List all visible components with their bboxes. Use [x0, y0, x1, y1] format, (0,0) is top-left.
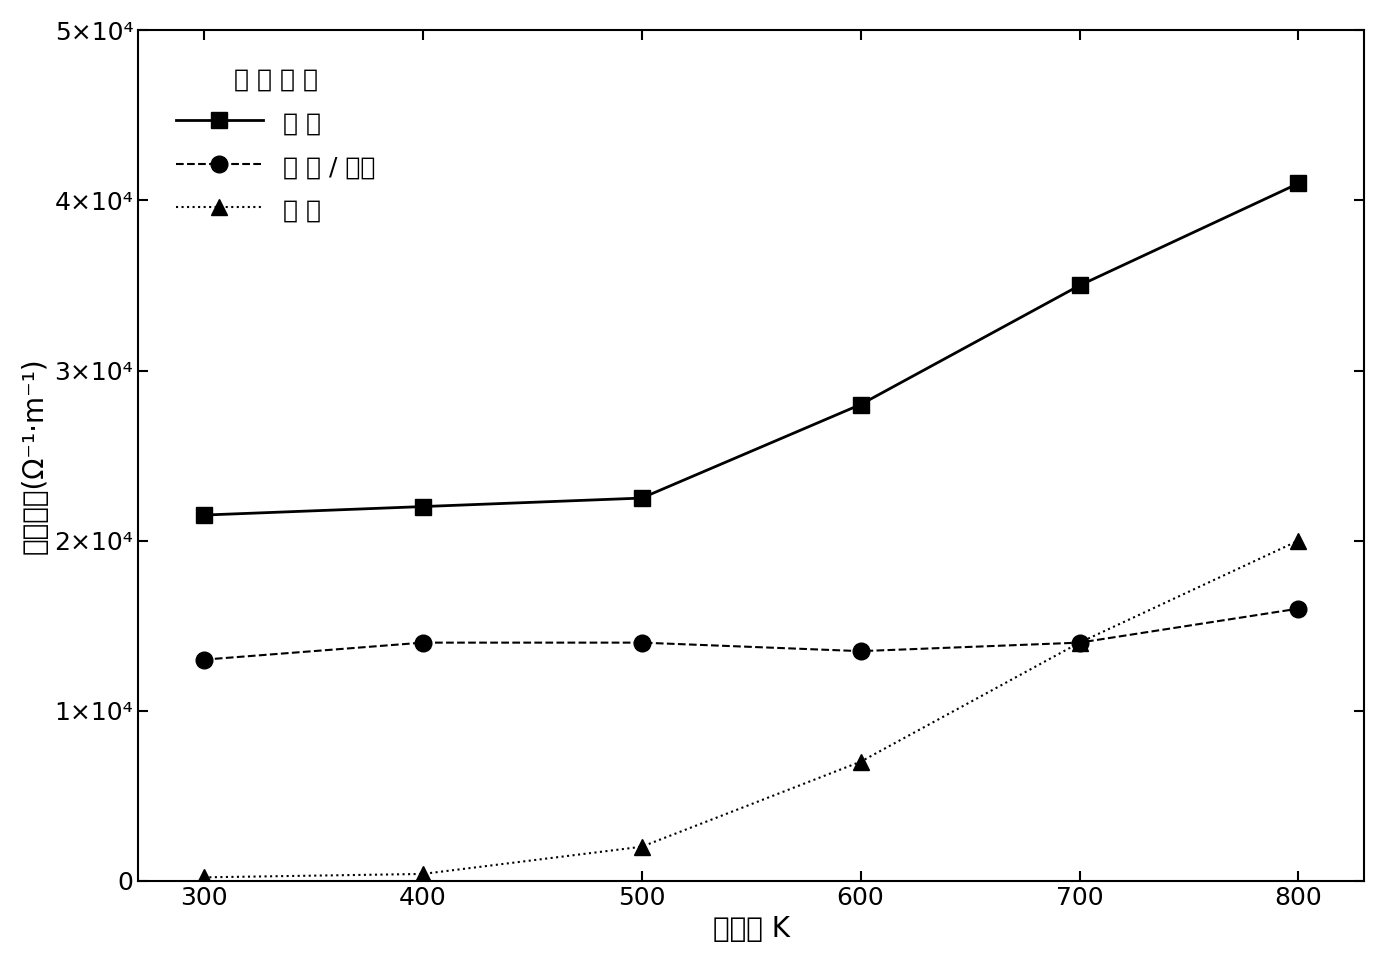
微 米	[852, 399, 868, 411]
纳 米	[414, 869, 431, 880]
微 米	[195, 509, 212, 521]
微 米	[414, 500, 431, 512]
纳 米 / 微米	[195, 654, 212, 665]
微 米	[1071, 280, 1087, 291]
Y-axis label: 电导率／(Ω⁻¹·m⁻¹): 电导率／(Ω⁻¹·m⁻¹)	[21, 358, 48, 554]
纳 米	[1071, 637, 1087, 649]
纳 米 / 微米	[633, 637, 650, 649]
Line: 纳 米 / 微米: 纳 米 / 微米	[195, 601, 1307, 668]
微 米	[1291, 177, 1307, 189]
Line: 微 米: 微 米	[195, 175, 1307, 523]
纳 米	[633, 841, 650, 852]
Legend: 微 米, 纳 米 / 微米, 纳 米: 微 米, 纳 米 / 微米, 纳 米	[151, 42, 400, 248]
微 米	[633, 493, 650, 504]
纳 米 / 微米	[414, 637, 431, 649]
Line: 纳 米: 纳 米	[197, 533, 1306, 885]
纳 米	[195, 871, 212, 883]
纳 米 / 微米	[852, 645, 868, 656]
X-axis label: 温度／ K: 温度／ K	[713, 915, 789, 943]
纳 米 / 微米	[1291, 602, 1307, 614]
纳 米	[1291, 535, 1307, 547]
纳 米 / 微米	[1071, 637, 1087, 649]
纳 米	[852, 756, 868, 767]
